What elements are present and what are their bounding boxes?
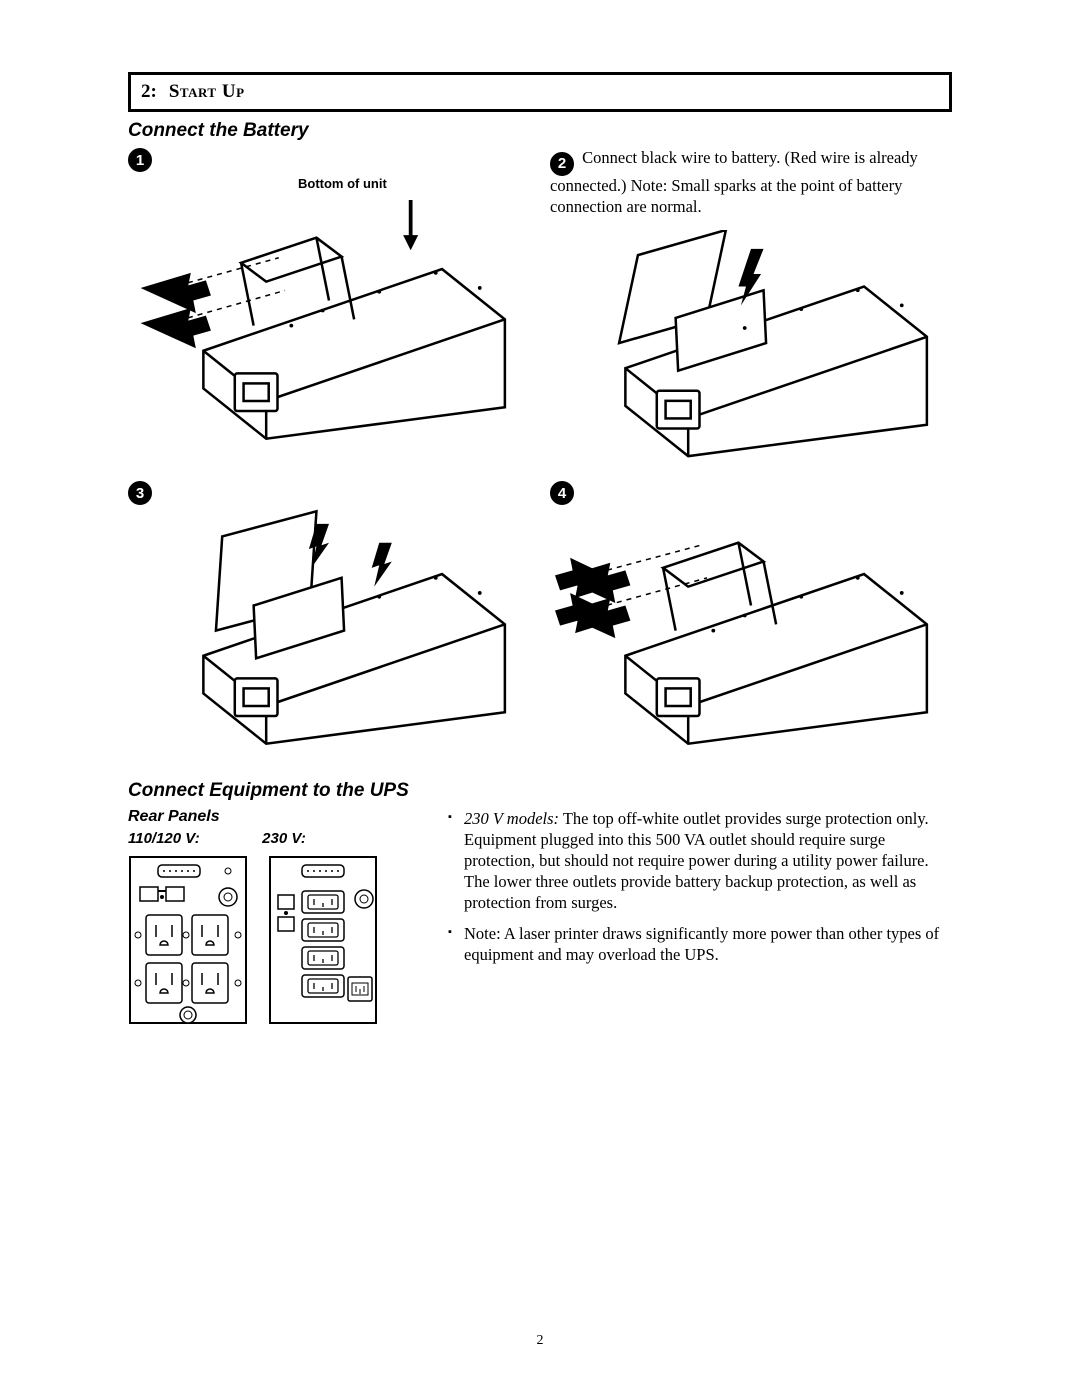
step-1-number: 1 [128, 148, 152, 172]
panel-230-figure [268, 855, 378, 1025]
circled-one-icon: 1 [128, 148, 152, 172]
step-2-cell: 2 Connect black wire to battery. (Red wi… [550, 148, 952, 473]
step-4-cell: 4 [550, 481, 952, 761]
bullet1-lead: 230 V models: [464, 809, 559, 828]
section-header: 2: Start Up [128, 72, 952, 112]
connect-battery-heading: Connect the Battery [128, 120, 952, 142]
rear-panels-heading: Rear Panels [128, 808, 428, 826]
step-1-figure [128, 200, 530, 451]
step-3-figure [128, 505, 530, 756]
panel-110-figure [128, 855, 248, 1025]
connect-equipment-heading: Connect Equipment to the UPS [128, 780, 952, 802]
section-number: 2: [141, 81, 157, 102]
step-3-number: 3 [128, 481, 152, 505]
step-2-figure [550, 230, 952, 469]
step-4-figure [550, 505, 952, 756]
circled-two-icon: 2 [550, 152, 574, 176]
rear-panels-section: Rear Panels 110/120 V: 230 V: [128, 808, 952, 1025]
bullet-230v: 230 V models: The top off-white outlet p… [464, 808, 952, 914]
page-number: 2 [0, 1333, 1080, 1349]
step-2-instruction: Connect black wire to battery. (Red wire… [550, 148, 918, 216]
label-110: 110/120 V: [128, 830, 258, 847]
voltage-labels: 110/120 V: 230 V: [128, 830, 428, 847]
circled-three-icon: 3 [128, 481, 152, 505]
bullet-laser-printer: Note: A laser printer draws significantl… [464, 923, 952, 965]
step-4-number: 4 [550, 481, 574, 505]
step-3-cell: 3 [128, 481, 530, 761]
bottom-of-unit-label: Bottom of unit [298, 176, 387, 191]
section-title: Start Up [169, 81, 245, 102]
circled-four-icon: 4 [550, 481, 574, 505]
step-1-cell: 1 Bottom of unit [128, 148, 530, 473]
label-230: 230 V: [262, 830, 306, 847]
step-2-text: 2 Connect black wire to battery. (Red wi… [550, 148, 952, 218]
battery-steps-grid: 1 Bottom of unit [128, 148, 952, 762]
notes-list: 230 V models: The top off-white outlet p… [448, 808, 952, 1025]
